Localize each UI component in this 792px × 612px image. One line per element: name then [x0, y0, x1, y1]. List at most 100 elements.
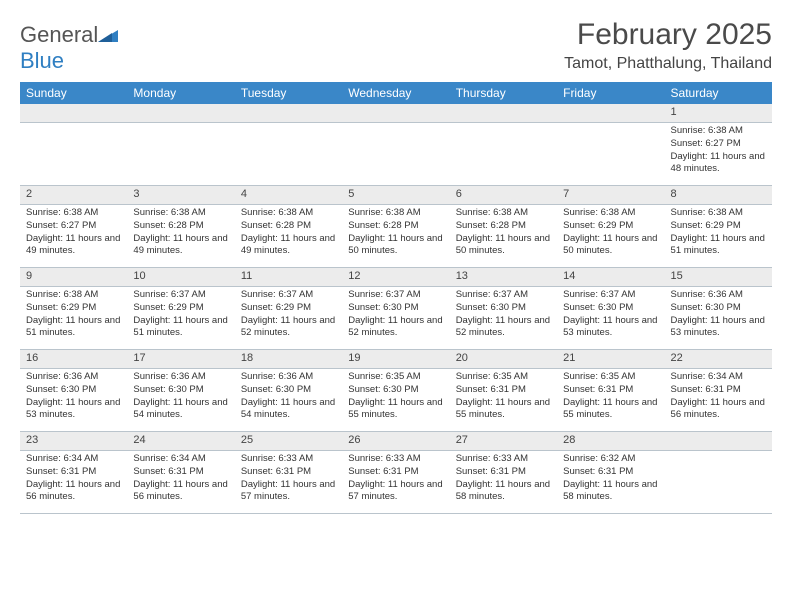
day-number-cell: 10: [127, 268, 234, 287]
day-number: 19: [342, 350, 449, 368]
weekday-header: Wednesday: [342, 82, 449, 104]
day-info-cell: Sunrise: 6:38 AMSunset: 6:27 PMDaylight:…: [20, 205, 127, 268]
day-number: 6: [450, 186, 557, 204]
day-number-cell: 16: [20, 350, 127, 369]
day-info: [557, 123, 664, 185]
day-info-cell: Sunrise: 6:35 AMSunset: 6:30 PMDaylight:…: [342, 369, 449, 432]
day-info-row: Sunrise: 6:34 AMSunset: 6:31 PMDaylight:…: [20, 451, 772, 514]
day-number-row: 1: [20, 104, 772, 123]
day-number-cell: 19: [342, 350, 449, 369]
day-info: Sunrise: 6:38 AMSunset: 6:27 PMDaylight:…: [20, 205, 127, 267]
day-number: 4: [235, 186, 342, 204]
day-number: 14: [557, 268, 664, 286]
day-number: 22: [665, 350, 772, 368]
day-number: [20, 104, 127, 122]
month-title: February 2025: [564, 18, 772, 51]
day-info: Sunrise: 6:35 AMSunset: 6:31 PMDaylight:…: [557, 369, 664, 431]
day-info: Sunrise: 6:35 AMSunset: 6:30 PMDaylight:…: [342, 369, 449, 431]
day-number-cell: 17: [127, 350, 234, 369]
day-number-cell: 11: [235, 268, 342, 287]
day-info: Sunrise: 6:35 AMSunset: 6:31 PMDaylight:…: [450, 369, 557, 431]
day-info: Sunrise: 6:36 AMSunset: 6:30 PMDaylight:…: [20, 369, 127, 431]
day-info-cell: Sunrise: 6:37 AMSunset: 6:30 PMDaylight:…: [557, 287, 664, 350]
day-number: 21: [557, 350, 664, 368]
day-info-cell: Sunrise: 6:33 AMSunset: 6:31 PMDaylight:…: [235, 451, 342, 514]
day-info: Sunrise: 6:38 AMSunset: 6:29 PMDaylight:…: [557, 205, 664, 267]
day-number-cell: 12: [342, 268, 449, 287]
day-info: [20, 123, 127, 185]
day-number: 12: [342, 268, 449, 286]
day-info-cell: [450, 123, 557, 186]
day-number-cell: 8: [665, 186, 772, 205]
weekday-header-row: Sunday Monday Tuesday Wednesday Thursday…: [20, 82, 772, 104]
day-number-cell: 25: [235, 432, 342, 451]
day-info: [665, 451, 772, 513]
day-info: Sunrise: 6:38 AMSunset: 6:27 PMDaylight:…: [665, 123, 772, 185]
day-info-cell: [342, 123, 449, 186]
day-info-cell: [665, 451, 772, 514]
day-number-cell: 24: [127, 432, 234, 451]
day-info-cell: Sunrise: 6:38 AMSunset: 6:28 PMDaylight:…: [342, 205, 449, 268]
logo-mark-icon: [98, 26, 118, 42]
day-info-cell: Sunrise: 6:38 AMSunset: 6:27 PMDaylight:…: [665, 123, 772, 186]
day-info: Sunrise: 6:38 AMSunset: 6:28 PMDaylight:…: [127, 205, 234, 267]
day-info-cell: Sunrise: 6:36 AMSunset: 6:30 PMDaylight:…: [20, 369, 127, 432]
day-number: 7: [557, 186, 664, 204]
day-number-cell: 13: [450, 268, 557, 287]
day-info: Sunrise: 6:37 AMSunset: 6:30 PMDaylight:…: [342, 287, 449, 349]
day-number-cell: 2: [20, 186, 127, 205]
day-info-cell: Sunrise: 6:38 AMSunset: 6:28 PMDaylight:…: [235, 205, 342, 268]
day-info: Sunrise: 6:38 AMSunset: 6:29 PMDaylight:…: [20, 287, 127, 349]
day-info: Sunrise: 6:36 AMSunset: 6:30 PMDaylight:…: [665, 287, 772, 349]
weekday-header: Tuesday: [235, 82, 342, 104]
day-number: 24: [127, 432, 234, 450]
day-info-cell: Sunrise: 6:34 AMSunset: 6:31 PMDaylight:…: [127, 451, 234, 514]
day-number: 23: [20, 432, 127, 450]
day-info-row: Sunrise: 6:38 AMSunset: 6:27 PMDaylight:…: [20, 205, 772, 268]
day-number: 27: [450, 432, 557, 450]
day-info: [450, 123, 557, 185]
day-number-cell: 18: [235, 350, 342, 369]
day-number: 2: [20, 186, 127, 204]
day-info-cell: Sunrise: 6:37 AMSunset: 6:29 PMDaylight:…: [235, 287, 342, 350]
day-number-cell: 6: [450, 186, 557, 205]
day-info-cell: Sunrise: 6:37 AMSunset: 6:30 PMDaylight:…: [342, 287, 449, 350]
day-info-cell: Sunrise: 6:34 AMSunset: 6:31 PMDaylight:…: [20, 451, 127, 514]
weekday-header: Friday: [557, 82, 664, 104]
day-info: Sunrise: 6:34 AMSunset: 6:31 PMDaylight:…: [127, 451, 234, 513]
day-info: Sunrise: 6:33 AMSunset: 6:31 PMDaylight:…: [342, 451, 449, 513]
day-number-cell: 21: [557, 350, 664, 369]
day-info-cell: [20, 123, 127, 186]
day-number-cell: 20: [450, 350, 557, 369]
day-number: 20: [450, 350, 557, 368]
day-number-cell: 26: [342, 432, 449, 451]
day-number-cell: 3: [127, 186, 234, 205]
day-info-cell: Sunrise: 6:36 AMSunset: 6:30 PMDaylight:…: [665, 287, 772, 350]
day-info: Sunrise: 6:37 AMSunset: 6:30 PMDaylight:…: [450, 287, 557, 349]
day-number-row: 232425262728: [20, 432, 772, 451]
day-info: Sunrise: 6:34 AMSunset: 6:31 PMDaylight:…: [20, 451, 127, 513]
day-info: [235, 123, 342, 185]
day-number: 9: [20, 268, 127, 286]
day-number-cell: [342, 104, 449, 123]
day-number-cell: 28: [557, 432, 664, 451]
day-number: [342, 104, 449, 122]
day-info-row: Sunrise: 6:36 AMSunset: 6:30 PMDaylight:…: [20, 369, 772, 432]
logo: General Blue: [20, 18, 118, 74]
location: Tamot, Phatthalung, Thailand: [564, 55, 772, 73]
day-number-cell: [557, 104, 664, 123]
day-number-cell: 15: [665, 268, 772, 287]
day-info: Sunrise: 6:38 AMSunset: 6:28 PMDaylight:…: [235, 205, 342, 267]
day-number-cell: 9: [20, 268, 127, 287]
day-number: [127, 104, 234, 122]
day-number: 10: [127, 268, 234, 286]
day-number-row: 9101112131415: [20, 268, 772, 287]
day-number-cell: 22: [665, 350, 772, 369]
day-info-cell: Sunrise: 6:38 AMSunset: 6:28 PMDaylight:…: [450, 205, 557, 268]
day-info-cell: Sunrise: 6:34 AMSunset: 6:31 PMDaylight:…: [665, 369, 772, 432]
day-info: Sunrise: 6:38 AMSunset: 6:29 PMDaylight:…: [665, 205, 772, 267]
day-number-cell: 5: [342, 186, 449, 205]
day-info: Sunrise: 6:36 AMSunset: 6:30 PMDaylight:…: [235, 369, 342, 431]
day-number: 28: [557, 432, 664, 450]
day-number-cell: [127, 104, 234, 123]
